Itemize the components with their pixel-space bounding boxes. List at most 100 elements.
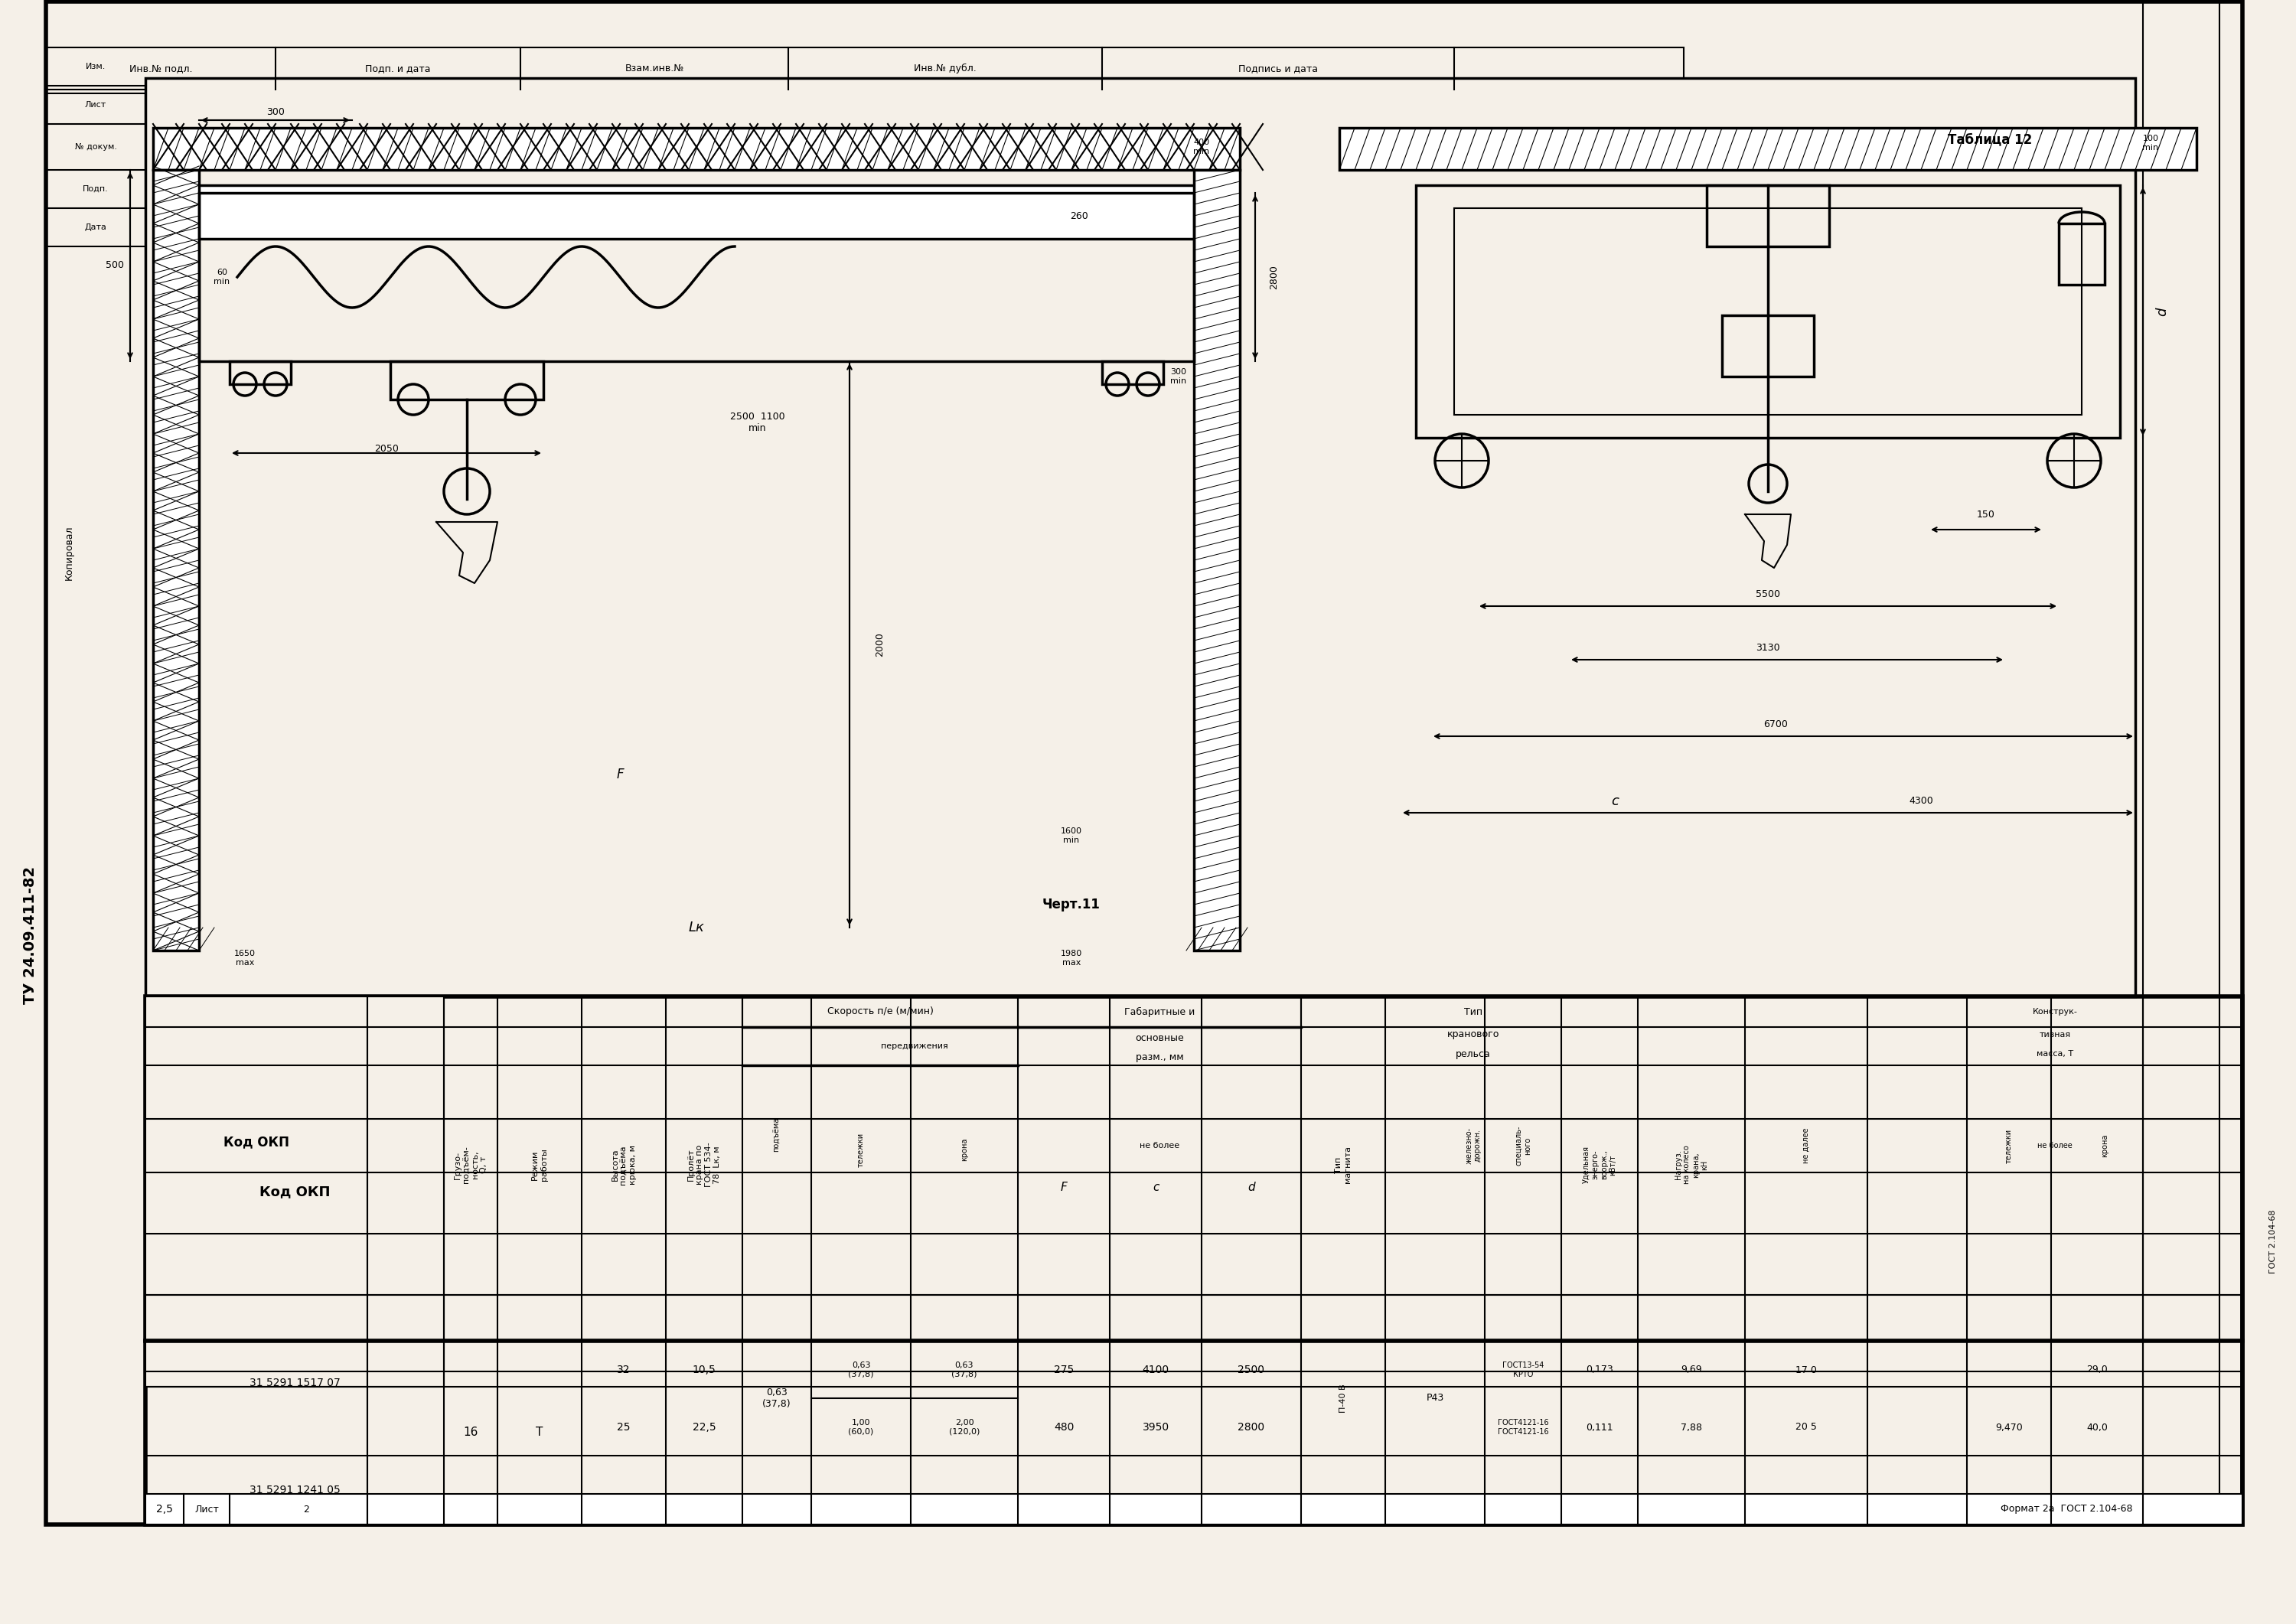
Text: Нагруз.
на колесо
крана,
кН: Нагруз. на колесо крана, кН (1674, 1145, 1708, 1184)
Text: d: d (2156, 307, 2170, 315)
Text: 25: 25 (618, 1423, 631, 1432)
Text: Р43: Р43 (1426, 1393, 1444, 1403)
Text: 7,88: 7,88 (1681, 1423, 1701, 1432)
Bar (1194, 171, 1240, 950)
Text: крона: крона (2101, 1134, 2108, 1158)
Text: 1,00
(60,0): 1,00 (60,0) (847, 1419, 875, 1436)
Text: тивная: тивная (2039, 1031, 2071, 1038)
Text: ТУ 24.09.411-82: ТУ 24.09.411-82 (23, 866, 37, 1004)
Bar (1706, 185, 1830, 247)
Text: 17 0: 17 0 (1795, 1364, 1816, 1376)
Bar (1417, 185, 2119, 438)
Text: Черт.11: Черт.11 (1042, 898, 1100, 911)
Text: Код ОКП: Код ОКП (223, 1135, 289, 1148)
Text: не более: не более (2037, 1142, 2073, 1150)
Text: Пролёт
крана по
ГОСТ 534-
78, Lк, м: Пролёт крана по ГОСТ 534- 78, Lк, м (687, 1142, 721, 1187)
Text: № докум.: № докум. (73, 143, 117, 151)
Text: 4100: 4100 (1141, 1364, 1169, 1376)
Text: Тип
магнита: Тип магнита (1334, 1147, 1352, 1184)
Text: 0,63
(37,8): 0,63 (37,8) (951, 1361, 978, 1379)
Text: Габаритные и: Габаритные и (1125, 1007, 1194, 1017)
Bar (145, 997, 443, 1387)
Text: Таблица 12: Таблица 12 (1947, 133, 2032, 146)
Text: П-40 В: П-40 В (1339, 1384, 1348, 1413)
Text: 6700: 6700 (1763, 719, 1789, 729)
Text: 2050: 2050 (374, 445, 400, 455)
Bar (1722, 315, 1814, 377)
Text: 150: 150 (1977, 510, 1995, 520)
Text: Подп. и дата: Подп. и дата (365, 63, 432, 73)
Text: 0,111: 0,111 (1587, 1423, 1614, 1432)
Text: масса, Т: масса, Т (2037, 1051, 2073, 1057)
Text: 2,5: 2,5 (156, 1504, 172, 1515)
Text: разм., мм: разм., мм (1137, 1052, 1182, 1062)
Text: c: c (1612, 794, 1619, 809)
Text: Лист: Лист (195, 1504, 218, 1514)
Text: основные: основные (1134, 1033, 1185, 1044)
Text: Инв.№ дубл.: Инв.№ дубл. (914, 63, 976, 73)
Text: Подп.: Подп. (83, 185, 108, 193)
Bar (1453, 208, 2082, 414)
Bar (145, 1494, 2243, 1525)
Text: 2500: 2500 (1238, 1364, 1265, 1376)
Text: Инв.№ подл.: Инв.№ подл. (129, 63, 193, 73)
Text: 275: 275 (1054, 1364, 1075, 1376)
Bar (191, 185, 1201, 239)
Text: тележки: тележки (856, 1132, 866, 1166)
Text: 1600
min: 1600 min (1061, 828, 1081, 844)
Bar (154, 171, 200, 950)
Text: 1980
max: 1980 max (1061, 950, 1081, 966)
Text: 31 5291 1241 05: 31 5291 1241 05 (250, 1484, 340, 1496)
Text: передвижения: передвижения (882, 1043, 948, 1051)
Text: 9,470: 9,470 (1995, 1423, 2023, 1432)
Text: ГОСТ13-54
КРТО: ГОСТ13-54 КРТО (1502, 1361, 1543, 1379)
Text: железно-
дорожн.: железно- дорожн. (1465, 1127, 1481, 1164)
Text: ГОСТ4121-16
ГОСТ4121-16: ГОСТ4121-16 ГОСТ4121-16 (1497, 1419, 1548, 1436)
Text: подъёма: подъёма (774, 1117, 781, 1151)
Text: 2: 2 (303, 1504, 310, 1514)
Text: крона: крона (960, 1138, 969, 1161)
Text: Формат 2a  ГОСТ 2.104-68: Формат 2a ГОСТ 2.104-68 (2000, 1504, 2133, 1514)
Text: 4300: 4300 (1908, 796, 1933, 806)
Text: Код ОКП: Код ОКП (259, 1186, 331, 1199)
Text: 260: 260 (1070, 211, 1088, 221)
Text: 22,5: 22,5 (693, 1423, 716, 1432)
Bar (46, 93, 145, 1525)
Text: Удельная
энерго-
воорж.,
кВт/т: Удельная энерго- воорж., кВт/т (1582, 1147, 1616, 1184)
Bar (145, 997, 2243, 1525)
Text: 1650
max: 1650 max (234, 950, 255, 966)
Text: 3950: 3950 (1141, 1423, 1169, 1432)
Bar (46, 47, 1683, 89)
Text: 40,0: 40,0 (2087, 1423, 2108, 1432)
Text: Lк: Lк (689, 921, 705, 934)
Text: Изм.: Изм. (85, 63, 106, 70)
Bar (154, 128, 1240, 171)
Text: 9,69: 9,69 (1681, 1364, 1701, 1376)
Text: рельса: рельса (1456, 1049, 1490, 1059)
Text: Т: Т (535, 1427, 544, 1439)
Text: 2500  1100
min: 2500 1100 min (730, 412, 785, 434)
Text: Конструк-: Конструк- (2032, 1009, 2078, 1015)
Text: 2800: 2800 (1270, 265, 1279, 289)
Bar (145, 78, 2135, 997)
Text: 300: 300 (266, 107, 285, 117)
Text: Скорость п/е (м/мин): Скорость п/е (м/мин) (827, 1007, 932, 1017)
Text: Грузо-
подъём-
ность,
Q, т: Грузо- подъём- ность, Q, т (455, 1147, 487, 1184)
Text: 300
min: 300 min (1171, 369, 1187, 385)
Text: F: F (1061, 1182, 1068, 1194)
Bar (2060, 224, 2105, 284)
Text: 2000: 2000 (875, 632, 886, 656)
Text: 400
min: 400 min (1194, 138, 1210, 156)
Text: Копировал: Копировал (64, 525, 73, 580)
Text: Подпись и дата: Подпись и дата (1238, 63, 1318, 73)
Bar (200, 193, 1194, 361)
Text: 0,63
(37,8): 0,63 (37,8) (847, 1361, 875, 1379)
Text: F: F (615, 768, 625, 781)
Text: 480: 480 (1054, 1423, 1075, 1432)
Text: 31 5291 1517 07: 31 5291 1517 07 (250, 1377, 340, 1389)
Text: тележки: тележки (2004, 1129, 2014, 1163)
Bar (1102, 361, 1164, 385)
Text: не далее: не далее (1802, 1129, 1809, 1163)
Text: 5500: 5500 (1756, 590, 1779, 599)
Text: 2800: 2800 (1238, 1423, 1265, 1432)
